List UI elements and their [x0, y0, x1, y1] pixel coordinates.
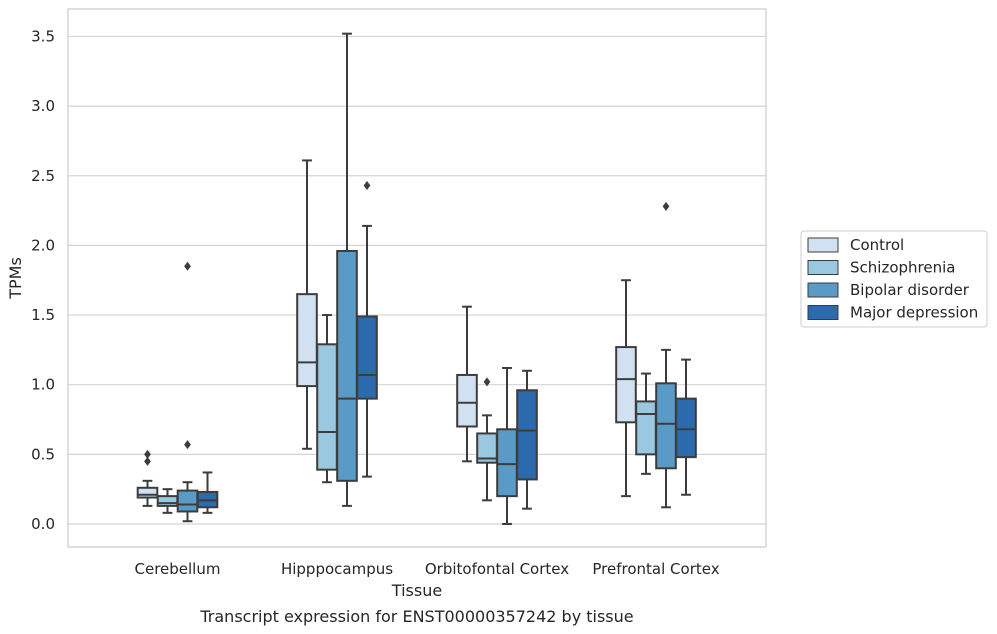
legend-swatch	[807, 282, 839, 298]
y-tick-label: 2.0	[31, 236, 55, 254]
box-body	[156, 495, 179, 507]
box-cerebellum	[176, 261, 199, 523]
outlier-point	[184, 261, 191, 271]
x-tick-labels: Cerebellum Hipppocampus Orbitofontal Corte…	[135, 560, 720, 578]
legend-swatch	[807, 260, 839, 275]
y-tick-label: 1.0	[31, 376, 55, 394]
legend-item: Major depression	[807, 304, 978, 322]
outlier-point	[144, 449, 151, 459]
y-tick-label: 3.5	[31, 27, 55, 45]
box-body	[635, 400, 657, 456]
box-body	[615, 346, 637, 424]
legend-frame	[800, 230, 988, 328]
box-body	[336, 249, 358, 482]
y-tick-label: 0.0	[31, 515, 55, 533]
box-prefrontal-cortex	[615, 279, 637, 498]
box-body	[516, 389, 538, 481]
box-orbitofontal-cortex	[476, 377, 498, 502]
outlier-point	[363, 181, 371, 191]
x-tick-label: Hipppocampus	[281, 560, 393, 578]
y-tick-label: 2.5	[31, 167, 55, 185]
box-hipppocampus	[296, 159, 318, 450]
legend-item: Schizophrenia	[807, 259, 955, 277]
box-body	[356, 315, 378, 400]
box-orbitofontal-cortex	[456, 305, 478, 463]
box-series	[136, 32, 697, 525]
legend-swatch	[807, 305, 839, 320]
x-tick-label: Orbitofontal Cortex	[425, 560, 569, 578]
box-body	[136, 486, 159, 499]
box-body	[655, 382, 677, 470]
y-tick-label: 0.5	[31, 445, 55, 463]
series-bipolar-disorder	[176, 32, 677, 525]
box-body	[496, 428, 518, 498]
x-axis-title: Tissue	[391, 581, 442, 600]
box-body	[675, 397, 697, 459]
series-control	[136, 159, 637, 507]
y-tick-labels: 0.0 0.5 1.0 1.5 2.0 2.5 3.0 3.5	[31, 27, 55, 533]
box-body	[176, 489, 199, 513]
box-cerebellum	[196, 471, 219, 514]
box-hipppocampus	[356, 181, 378, 478]
x-tick-label: Prefrontal Cortex	[592, 560, 719, 578]
box-body	[316, 343, 338, 471]
legend-label: Major depression	[850, 304, 978, 322]
box-body	[296, 293, 318, 388]
series-major-depression	[196, 181, 697, 514]
box-cerebellum	[136, 449, 159, 507]
legend: Control Schizophrenia Bipolar disorder Majo…	[800, 230, 988, 328]
outlier-point	[144, 456, 151, 466]
box-orbitofontal-cortex	[516, 369, 538, 510]
y-tick-label: 3.0	[31, 97, 55, 115]
legend-item: Control	[807, 236, 904, 254]
outlier-point	[483, 377, 491, 387]
outlier-point	[662, 201, 670, 211]
legend-label: Control	[850, 236, 904, 254]
plot-area	[67, 8, 767, 548]
y-axis-title: TPMs	[6, 257, 25, 300]
outlier-point	[184, 440, 191, 450]
legend-label: Bipolar disorder	[850, 281, 970, 299]
legend-swatch	[807, 237, 839, 253]
chart-caption: Transcript expression for ENST0000035724…	[199, 607, 633, 626]
box-prefrontal-cortex	[675, 358, 697, 496]
box-body	[456, 373, 478, 428]
y-tick-label: 1.5	[31, 306, 55, 324]
x-tick-label: Cerebellum	[135, 560, 221, 578]
legend-item: Bipolar disorder	[807, 281, 970, 299]
legend-label: Schizophrenia	[850, 259, 955, 277]
